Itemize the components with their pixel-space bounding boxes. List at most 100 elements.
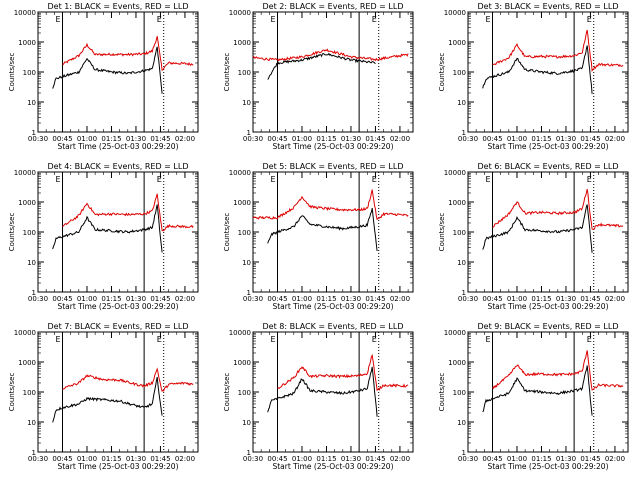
events-series-line (482, 45, 593, 94)
x-tick-label: 01:15 (316, 135, 336, 143)
events-series-line (52, 46, 163, 94)
x-tick-label: 01:45 (365, 295, 385, 303)
x-axis-label: Start Time (25-Oct-03 00:29:20) (272, 462, 393, 471)
x-tick-label: 01:00 (292, 135, 312, 143)
y-tick-label: 100 (23, 69, 36, 77)
lld-series-line (252, 189, 409, 221)
x-tick-label: 00:30 (28, 135, 48, 143)
y-tick-label: 100 (238, 389, 251, 397)
x-tick-label: 01:15 (101, 135, 121, 143)
y-tick-label: 10 (242, 99, 251, 107)
x-tick-label: 00:45 (482, 455, 502, 463)
event-marker-label: E (485, 15, 490, 24)
x-axis-label: Start Time (25-Oct-03 00:29:20) (57, 462, 178, 471)
event-marker-label: E (157, 15, 162, 24)
x-tick-label: 02:00 (390, 135, 410, 143)
y-tick-label: 10000 (444, 329, 466, 337)
y-axis-label: Counts/sec (223, 373, 231, 412)
x-tick-label: 01:00 (77, 135, 97, 143)
panel-title: Det 7: BLACK = Events, RED = LLD (48, 322, 189, 331)
events-series-line (267, 52, 376, 80)
events-series-line (267, 366, 378, 417)
chart-panel-det-6: Det 6: BLACK = Events, RED = LLD 1 10 100 10… (438, 162, 629, 311)
lld-series-line (492, 350, 624, 391)
x-tick-label: 00:45 (267, 455, 287, 463)
event-marker-label: E (157, 335, 162, 344)
lld-series-line (492, 188, 624, 230)
x-tick-label: 01:00 (292, 295, 312, 303)
y-tick-label: 10 (27, 419, 36, 427)
x-tick-label: 02:00 (605, 455, 625, 463)
y-tick-label: 10 (242, 259, 251, 267)
y-tick-label: 1000 (233, 39, 251, 47)
panel-title: Det 8: BLACK = Events, RED = LLD (263, 322, 404, 331)
event-marker-label: E (55, 175, 60, 184)
lld-series-line (277, 353, 409, 392)
x-tick-label: 01:45 (580, 135, 600, 143)
y-tick-label: 1000 (18, 39, 36, 47)
x-tick-label: 01:30 (341, 455, 361, 463)
x-tick-label: 01:45 (150, 295, 170, 303)
event-marker-label: E (587, 175, 592, 184)
x-tick-label: 00:45 (52, 295, 72, 303)
y-tick-label: 10000 (14, 169, 36, 177)
x-tick-label: 01:30 (556, 135, 576, 143)
chart-panel-det-9: Det 9: BLACK = Events, RED = LLD 1 10 100 10… (438, 322, 629, 471)
event-marker-label: E (587, 335, 592, 344)
x-tick-label: 01:15 (316, 455, 336, 463)
event-marker-label: E (157, 175, 162, 184)
y-tick-label: 100 (238, 69, 251, 77)
y-axis-label: Counts/sec (223, 53, 231, 92)
y-tick-label: 10000 (229, 169, 251, 177)
y-tick-label: 10 (27, 99, 36, 107)
y-tick-label: 1000 (448, 359, 466, 367)
y-tick-label: 1000 (448, 39, 466, 47)
event-marker-label: E (270, 175, 275, 184)
events-series-line (482, 365, 593, 416)
x-tick-label: 00:30 (243, 295, 263, 303)
x-tick-label: 01:00 (507, 295, 527, 303)
y-tick-label: 1 (32, 289, 36, 297)
lld-series-line (492, 29, 624, 72)
panel-title: Det 9: BLACK = Events, RED = LLD (478, 322, 619, 331)
x-tick-label: 00:30 (28, 455, 48, 463)
y-tick-label: 1 (247, 449, 251, 457)
x-tick-label: 01:45 (580, 455, 600, 463)
x-tick-label: 02:00 (605, 135, 625, 143)
chart-panel-det-8: Det 8: BLACK = Events, RED = LLD 1 10 100 10… (223, 322, 414, 471)
x-tick-label: 01:45 (580, 295, 600, 303)
x-tick-label: 01:45 (150, 455, 170, 463)
x-axis-label: Start Time (25-Oct-03 00:29:20) (57, 142, 178, 151)
x-tick-label: 01:15 (531, 135, 551, 143)
x-tick-label: 00:30 (28, 295, 48, 303)
y-tick-label: 10 (457, 419, 466, 427)
y-tick-label: 100 (453, 389, 466, 397)
x-axis-label: Start Time (25-Oct-03 00:29:20) (487, 142, 608, 151)
y-axis-label: Counts/sec (438, 373, 446, 412)
y-tick-label: 10 (27, 259, 36, 267)
x-axis-label: Start Time (25-Oct-03 00:29:20) (272, 302, 393, 311)
event-marker-label: E (372, 335, 377, 344)
y-tick-label: 10 (457, 99, 466, 107)
x-tick-label: 01:30 (341, 295, 361, 303)
x-tick-label: 00:45 (267, 295, 287, 303)
panel-title: Det 6: BLACK = Events, RED = LLD (478, 162, 619, 171)
lld-series-line (62, 193, 194, 232)
y-tick-label: 1 (32, 449, 36, 457)
x-tick-label: 02:00 (175, 135, 195, 143)
y-tick-label: 10000 (444, 9, 466, 17)
x-tick-label: 01:45 (150, 135, 170, 143)
chart-panel-det-3: Det 3: BLACK = Events, RED = LLD 1 10 100 10… (438, 2, 629, 151)
x-tick-label: 02:00 (175, 455, 195, 463)
y-tick-label: 1 (462, 129, 466, 137)
event-marker-label: E (485, 175, 490, 184)
x-tick-label: 01:00 (507, 135, 527, 143)
chart-panel-det-5: Det 5: BLACK = Events, RED = LLD 1 10 100 10… (223, 162, 414, 311)
event-marker-label: E (270, 335, 275, 344)
x-tick-label: 01:30 (126, 455, 146, 463)
x-tick-label: 01:00 (507, 455, 527, 463)
y-tick-label: 10000 (229, 9, 251, 17)
x-tick-label: 00:30 (458, 295, 478, 303)
y-tick-label: 1000 (18, 199, 36, 207)
x-tick-label: 01:30 (126, 135, 146, 143)
